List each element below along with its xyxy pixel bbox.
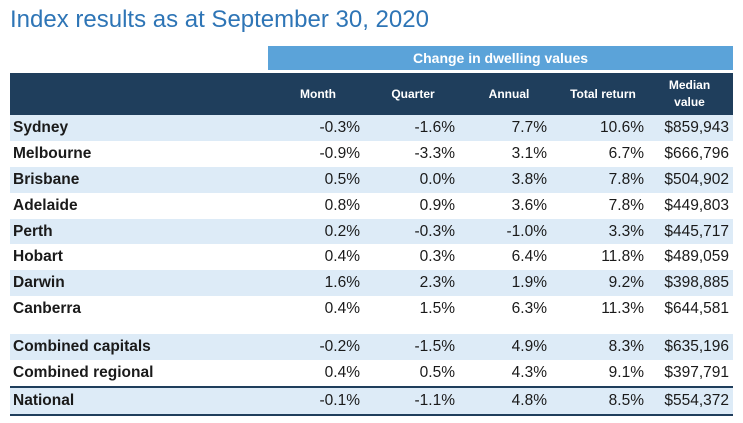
- quarter-cell: 0.9%: [368, 192, 458, 219]
- column-header-row: Month Quarter Annual Total return Median…: [10, 73, 734, 115]
- month-cell: -0.9%: [268, 140, 368, 167]
- total-return-cell: 6.7%: [560, 140, 646, 167]
- region-name: Darwin: [10, 270, 268, 297]
- annual-cell: 3.6%: [458, 192, 560, 219]
- total-return-cell: 11.8%: [560, 244, 646, 271]
- region-name: Perth: [10, 218, 268, 245]
- median-cell: $445,717: [646, 218, 734, 245]
- change-in-dwelling-values-header: Change in dwelling values: [268, 46, 734, 70]
- table-row: Melbourne -0.9% -3.3% 3.1% 6.7% $666,796: [10, 140, 734, 167]
- median-cell: $666,796: [646, 140, 734, 167]
- annual-cell: 3.1%: [458, 140, 560, 167]
- median-cell: $554,372: [646, 385, 734, 416]
- total-return-cell: 8.3%: [560, 334, 646, 361]
- month-cell: 1.6%: [268, 270, 368, 297]
- quarter-cell: -1.5%: [368, 334, 458, 361]
- region-name: National: [10, 385, 268, 416]
- median-cell: $644,581: [646, 296, 734, 323]
- annual-cell: 4.3%: [458, 360, 560, 387]
- total-return-cell: 11.3%: [560, 296, 646, 323]
- median-cell: $489,059: [646, 244, 734, 271]
- table-row: Perth 0.2% -0.3% -1.0% 3.3% $445,717: [10, 218, 734, 245]
- median-header-line2: value: [674, 95, 705, 109]
- region-name: Combined capitals: [10, 334, 268, 361]
- quarter-cell: -1.1%: [368, 385, 458, 416]
- total-return-cell: 10.6%: [560, 115, 646, 141]
- quarter-cell: 0.0%: [368, 166, 458, 193]
- region-name: Adelaide: [10, 192, 268, 219]
- table-row: Combined capitals -0.2% -1.5% 4.9% 8.3% $635,…: [10, 334, 734, 361]
- annual-cell: 7.7%: [458, 115, 560, 141]
- total-return-cell: 9.2%: [560, 270, 646, 297]
- quarter-cell: -1.6%: [368, 115, 458, 141]
- page-title: Index results as at September 30, 2020: [10, 6, 429, 33]
- column-group-header-row: Change in dwelling values: [10, 46, 734, 70]
- quarter-cell: 2.3%: [368, 270, 458, 297]
- quarter-cell: 0.3%: [368, 244, 458, 271]
- table-row: Sydney -0.3% -1.6% 7.7% 10.6% $859,943: [10, 115, 734, 141]
- median-header-line1: Median: [668, 78, 711, 92]
- region-name: Melbourne: [10, 140, 268, 167]
- region-name: Combined regional: [10, 360, 268, 387]
- quarter-column-header: Quarter: [368, 73, 458, 115]
- region-name: Canberra: [10, 296, 268, 323]
- table-row: Hobart 0.4% 0.3% 6.4% 11.8% $489,059: [10, 244, 734, 271]
- month-cell: -0.1%: [268, 385, 368, 416]
- quarter-cell: -3.3%: [368, 140, 458, 167]
- total-return-cell: 8.5%: [560, 385, 646, 416]
- region-column-header: [10, 73, 268, 115]
- region-name: Brisbane: [10, 166, 268, 193]
- month-cell: 0.4%: [268, 296, 368, 323]
- median-cell: $398,885: [646, 270, 734, 297]
- total-return-column-header: Total return: [560, 73, 646, 115]
- month-cell: 0.2%: [268, 218, 368, 245]
- month-cell: -0.3%: [268, 115, 368, 141]
- annual-cell: -1.0%: [458, 218, 560, 245]
- month-cell: 0.5%: [268, 166, 368, 193]
- total-return-cell: 3.3%: [560, 218, 646, 245]
- table-row: Darwin 1.6% 2.3% 1.9% 9.2% $398,885: [10, 270, 734, 297]
- median-cell: $859,943: [646, 115, 734, 141]
- quarter-cell: -0.3%: [368, 218, 458, 245]
- region-name: Sydney: [10, 115, 268, 141]
- table-row: Adelaide 0.8% 0.9% 3.6% 7.8% $449,803: [10, 192, 734, 219]
- region-name: Hobart: [10, 244, 268, 271]
- annual-cell: 4.8%: [458, 385, 560, 416]
- index-results-table: Change in dwelling values Month Quarter …: [10, 46, 734, 416]
- annual-column-header: Annual: [458, 73, 560, 115]
- table-row: Canberra 0.4% 1.5% 6.3% 11.3% $644,581: [10, 296, 734, 323]
- table-row: National -0.1% -1.1% 4.8% 8.5% $554,372: [10, 385, 734, 416]
- month-cell: 0.4%: [268, 244, 368, 271]
- annual-cell: 4.9%: [458, 334, 560, 361]
- month-cell: 0.8%: [268, 192, 368, 219]
- table-row: Combined regional 0.4% 0.5% 4.3% 9.1% $397,79…: [10, 360, 734, 387]
- median-cell: $504,902: [646, 166, 734, 193]
- median-cell: $449,803: [646, 192, 734, 219]
- total-return-cell: 9.1%: [560, 360, 646, 387]
- annual-cell: 1.9%: [458, 270, 560, 297]
- band-spacer: [10, 46, 268, 70]
- month-column-header: Month: [268, 73, 368, 115]
- median-cell: $397,791: [646, 360, 734, 387]
- quarter-cell: 1.5%: [368, 296, 458, 323]
- section-gap: [10, 322, 734, 335]
- month-cell: 0.4%: [268, 360, 368, 387]
- total-return-cell: 7.8%: [560, 192, 646, 219]
- annual-cell: 3.8%: [458, 166, 560, 193]
- annual-cell: 6.4%: [458, 244, 560, 271]
- quarter-cell: 0.5%: [368, 360, 458, 387]
- total-return-cell: 7.8%: [560, 166, 646, 193]
- median-value-column-header: Median value: [646, 73, 734, 115]
- table-row: Brisbane 0.5% 0.0% 3.8% 7.8% $504,902: [10, 166, 734, 193]
- median-cell: $635,196: [646, 334, 734, 361]
- month-cell: -0.2%: [268, 334, 368, 361]
- annual-cell: 6.3%: [458, 296, 560, 323]
